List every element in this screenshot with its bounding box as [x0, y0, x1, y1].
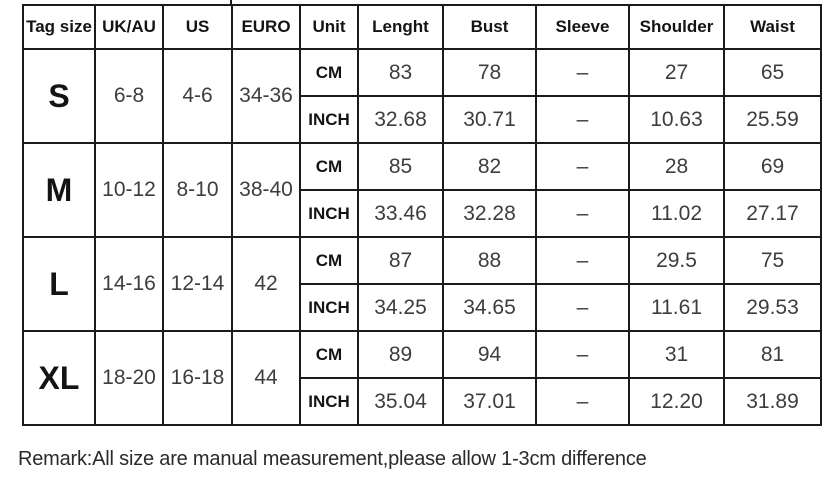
cell-lenght: 83 [357, 48, 444, 97]
header-sleeve: Sleeve [535, 4, 630, 50]
cell-shoulder: 10.63 [628, 95, 725, 144]
cell-uk-au: 18-20 [94, 330, 164, 426]
cell-tag: M [22, 142, 96, 238]
cell-bust: 37.01 [442, 377, 537, 426]
cell-unit: INCH [299, 95, 359, 144]
cell-tag: S [22, 48, 96, 144]
cell-unit: CM [299, 236, 359, 285]
cell-us: 16-18 [162, 330, 233, 426]
cell-tag: L [22, 236, 96, 332]
cell-euro: 34-36 [231, 48, 301, 144]
cell-shoulder: 29.5 [628, 236, 725, 285]
cell-euro: 44 [231, 330, 301, 426]
cell-shoulder: 28 [628, 142, 725, 191]
cell-bust: 88 [442, 236, 537, 285]
row-m-cm: M 10-12 8-10 38-40 CM 85 82 – 28 69 [22, 142, 822, 238]
stray-border-artifact [230, 0, 232, 7]
header-bust: Bust [442, 4, 537, 50]
row-l-cm: L 14-16 12-14 42 CM 87 88 – 29.5 75 [22, 236, 822, 332]
cell-bust: 34.65 [442, 283, 537, 332]
cell-shoulder: 12.20 [628, 377, 725, 426]
cell-unit: INCH [299, 189, 359, 238]
cell-bust: 78 [442, 48, 537, 97]
cell-euro: 42 [231, 236, 301, 332]
header-waist: Waist [723, 4, 822, 50]
cell-unit: CM [299, 330, 359, 379]
header-tag-size: Tag size [22, 4, 96, 50]
cell-waist: 81 [723, 330, 822, 379]
row-xl-cm: XL 18-20 16-18 44 CM 89 94 – 31 81 [22, 330, 822, 426]
header-shoulder: Shoulder [628, 4, 725, 50]
row-m-inch: INCH 33.46 32.28 – 11.02 27.17 [23, 189, 822, 238]
cell-shoulder: 11.61 [628, 283, 725, 332]
cell-euro: 38-40 [231, 142, 301, 238]
cell-lenght: 32.68 [357, 95, 444, 144]
cell-us: 4-6 [162, 48, 233, 144]
cell-sleeve: – [535, 330, 630, 379]
cell-shoulder: 31 [628, 330, 725, 379]
cell-lenght: 85 [357, 142, 444, 191]
cell-us: 12-14 [162, 236, 233, 332]
cell-uk-au: 6-8 [94, 48, 164, 144]
cell-sleeve: – [535, 189, 630, 238]
cell-sleeve: – [535, 142, 630, 191]
row-xl-inch: INCH 35.04 37.01 – 12.20 31.89 [23, 377, 822, 426]
cell-sleeve: – [535, 236, 630, 285]
cell-waist: 65 [723, 48, 822, 97]
cell-waist: 75 [723, 236, 822, 285]
remark-text: Remark:All size are manual measurement,p… [18, 448, 647, 470]
header-unit: Unit [299, 4, 359, 50]
cell-sleeve: – [535, 95, 630, 144]
cell-sleeve: – [535, 283, 630, 332]
row-s-cm: S 6-8 4-6 34-36 CM 83 78 – 27 65 [22, 48, 822, 144]
cell-waist: 29.53 [723, 283, 822, 332]
cell-lenght: 87 [357, 236, 444, 285]
cell-waist: 25.59 [723, 95, 822, 144]
header-us: US [162, 4, 233, 50]
cell-unit: CM [299, 142, 359, 191]
header-euro: EURO [231, 4, 301, 50]
cell-sleeve: – [535, 48, 630, 97]
cell-tag: XL [22, 330, 96, 426]
cell-unit: CM [299, 48, 359, 97]
cell-uk-au: 10-12 [94, 142, 164, 238]
cell-waist: 31.89 [723, 377, 822, 426]
cell-sleeve: – [535, 377, 630, 426]
size-chart-table: Tag size UK/AU US EURO Unit Lenght Bust … [22, 4, 822, 426]
header-row: Tag size UK/AU US EURO Unit Lenght Bust … [22, 4, 822, 50]
cell-waist: 27.17 [723, 189, 822, 238]
cell-shoulder: 11.02 [628, 189, 725, 238]
cell-bust: 32.28 [442, 189, 537, 238]
header-uk-au: UK/AU [94, 4, 164, 50]
cell-us: 8-10 [162, 142, 233, 238]
cell-lenght: 34.25 [357, 283, 444, 332]
cell-unit: INCH [299, 283, 359, 332]
row-s-inch: INCH 32.68 30.71 – 10.63 25.59 [23, 95, 822, 144]
cell-shoulder: 27 [628, 48, 725, 97]
cell-lenght: 33.46 [357, 189, 444, 238]
cell-bust: 94 [442, 330, 537, 379]
cell-bust: 82 [442, 142, 537, 191]
cell-lenght: 89 [357, 330, 444, 379]
header-lenght: Lenght [357, 4, 444, 50]
cell-waist: 69 [723, 142, 822, 191]
cell-lenght: 35.04 [357, 377, 444, 426]
cell-uk-au: 14-16 [94, 236, 164, 332]
row-l-inch: INCH 34.25 34.65 – 11.61 29.53 [23, 283, 822, 332]
cell-unit: INCH [299, 377, 359, 426]
cell-bust: 30.71 [442, 95, 537, 144]
